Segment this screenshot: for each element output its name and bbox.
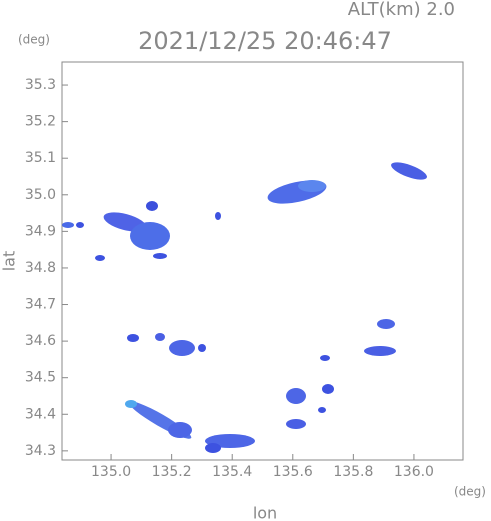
x-tick-label: 135.2 [152, 464, 192, 480]
x-tick-label: 135.8 [333, 464, 373, 480]
echo [62, 222, 74, 228]
y-tick-label: 35.1 [25, 150, 56, 166]
echo [215, 212, 221, 220]
y-tick-label: 34.3 [25, 443, 56, 459]
echo [198, 344, 206, 352]
y-tick-label: 34.5 [25, 370, 56, 386]
y-tick-label: 35.0 [25, 187, 56, 203]
y-unit: (deg) [18, 33, 50, 47]
altitude: ALT(km) 2.0 [348, 0, 455, 20]
x-unit: (deg) [454, 485, 486, 499]
echo [320, 355, 330, 361]
y-tick-label: 35.2 [25, 114, 56, 130]
x-tick-label: 135.0 [91, 464, 131, 480]
x-axis-label: lon [253, 504, 277, 521]
y-tick-label: 34.8 [25, 260, 56, 276]
y-axis-label: lat [0, 251, 19, 272]
echo [168, 422, 192, 438]
echo [155, 333, 165, 341]
chart-title: 2021/12/25 20:46:47 [138, 27, 392, 55]
echo [298, 180, 326, 192]
echo [125, 400, 137, 408]
echo [377, 319, 395, 329]
echo [286, 388, 306, 404]
echo [322, 384, 334, 394]
plot-frame [61, 61, 464, 461]
x-tick-label: 135.6 [273, 464, 313, 480]
echo [130, 222, 170, 250]
echo [153, 253, 167, 259]
echo [267, 180, 327, 204]
y-tick-label: 34.4 [25, 406, 56, 422]
echo [127, 334, 139, 342]
echo [318, 407, 326, 413]
y-tick-label: 34.9 [25, 223, 56, 239]
radar-echoes [62, 162, 427, 453]
y-tick-label: 35.3 [25, 77, 56, 93]
echo [286, 419, 306, 429]
x-tick-label: 135.4 [212, 464, 252, 480]
echo [391, 162, 427, 180]
x-tick-label: 136.0 [394, 464, 434, 480]
echo [146, 201, 158, 211]
y-tick-label: 34.6 [25, 333, 56, 349]
echo [95, 255, 105, 261]
echo [205, 443, 221, 453]
echo [169, 340, 195, 356]
echo [364, 346, 396, 356]
y-tick-label: 34.7 [25, 297, 56, 313]
echo [76, 222, 84, 228]
